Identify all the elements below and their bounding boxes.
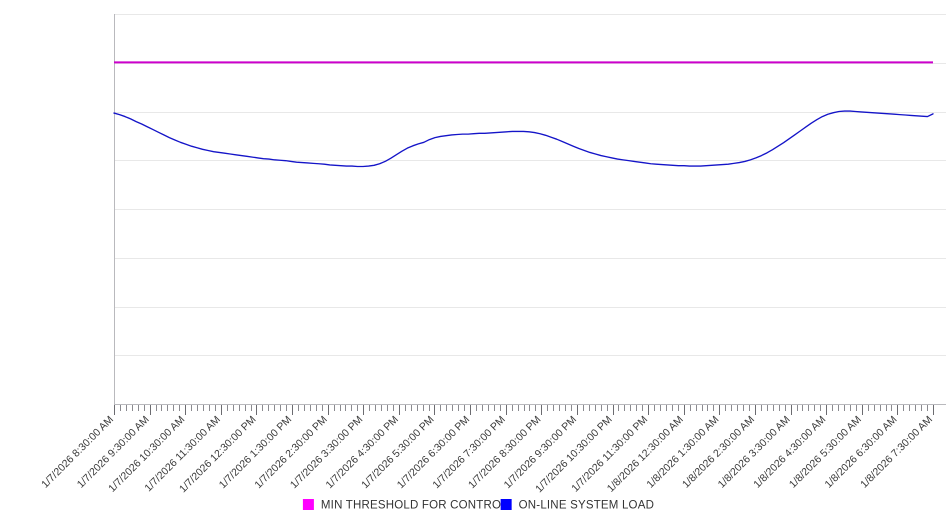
legend-label: ON-LINE SYSTEM LOAD — [519, 500, 654, 512]
series-line-on-line-system-load — [113, 110, 934, 168]
x-axis-ticks — [114, 404, 946, 415]
legend-label: MIN THRESHOLD FOR CONTROL — [321, 500, 508, 512]
legend-swatch — [500, 499, 512, 510]
data-series — [113, 61, 934, 168]
chart-legend: MIN THRESHOLD FOR CONTROL ON-LINE SYSTEM … — [302, 499, 654, 512]
legend-swatch — [302, 499, 314, 510]
